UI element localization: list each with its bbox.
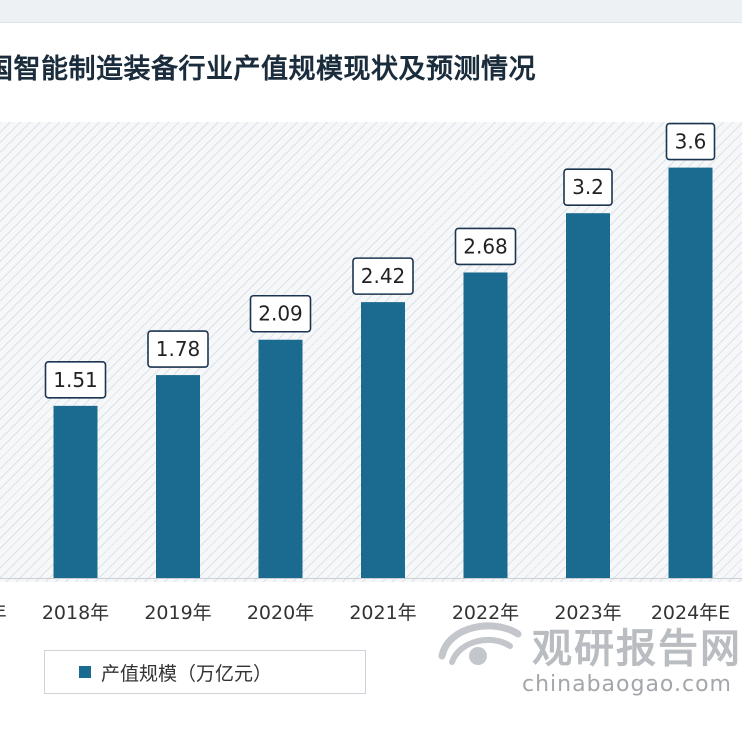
x-tick-label: 2019年 [144,602,211,624]
data-label: 3.2 [572,175,604,199]
data-label-box [665,122,716,161]
data-label: 1.51 [53,368,98,392]
data-label-box [249,294,312,333]
x-tick-label: 2017年 [0,602,7,624]
data-label: 2.68 [463,234,508,258]
watermark-url: chinabaogao.com [522,672,732,697]
bar [668,167,713,578]
bar [566,213,610,578]
legend: 产值规模（万亿元） [44,650,366,694]
data-label: 1.78 [156,337,201,361]
legend-label: 产值规模（万亿元） [101,663,273,685]
top-strip [0,0,742,23]
watermark: 观研报告网 chinabaogao.com [432,612,742,712]
data-label-box [44,361,107,399]
watermark-logo-icon [438,622,522,665]
legend-swatch [79,666,91,678]
data-label: 2.09 [258,302,303,326]
x-tick-label: 2022年 [452,602,519,624]
bar [258,339,303,578]
x-tick-label: 2024年E [651,602,730,624]
data-label: 2.42 [361,264,406,288]
bar [156,375,200,578]
data-label-box [454,227,517,266]
data-label: 3.6 [675,130,707,154]
bar [53,405,98,578]
x-tick-label: 2021年 [349,602,416,624]
chart-title: 国智能制造装备行业产值规模现状及预测情况 [0,54,536,85]
x-tick-label: 2020年 [247,602,314,624]
data-label-box [147,330,209,368]
watermark-name: 观研报告网 [532,626,742,672]
x-tick-label: 2023年 [554,602,621,624]
data-label-box [352,257,414,295]
data-label-box [563,168,613,206]
bar [361,302,405,578]
x-tick-label: 2018年 [42,602,109,624]
bar [463,272,508,578]
